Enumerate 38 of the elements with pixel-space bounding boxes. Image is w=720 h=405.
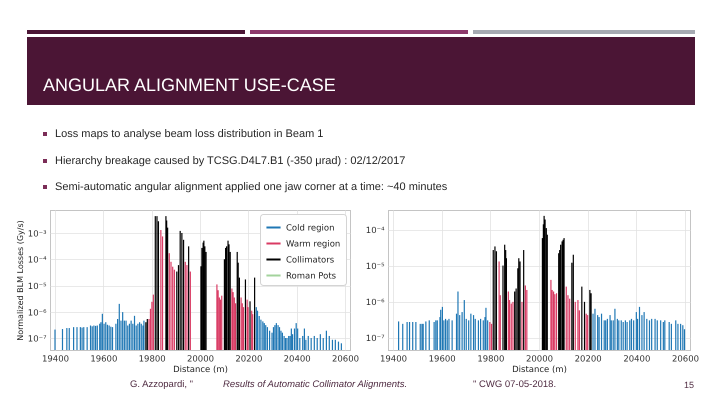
y-tick-label: 10⁻⁶	[366, 298, 386, 308]
x-axis-title: Distance (m)	[512, 365, 567, 375]
x-tick-label: 19400	[42, 354, 70, 364]
y-tick-label: 10⁻⁶	[28, 308, 48, 318]
legend-label: Collimators	[286, 256, 335, 266]
y-tick-label: 10⁻⁷	[366, 334, 386, 344]
x-tick-label: 20000	[526, 354, 554, 364]
x-tick-label: 19600	[90, 354, 118, 364]
x-tick-label: 19600	[428, 354, 456, 364]
x-tick-label: 20200	[235, 354, 262, 364]
x-tick-label: 19800	[138, 354, 166, 364]
text: " CWG 07-05-2018.	[473, 379, 556, 391]
y-tick-label: 10⁻⁴	[28, 256, 48, 266]
text: Semi-automatic angular alignment applied one jaw corner at a time: ~40 minutes	[55, 180, 448, 194]
x-tick-label: 20600	[672, 354, 700, 364]
x-tick-label: 19800	[477, 354, 504, 364]
y-tick-label: 10⁻⁵	[28, 282, 46, 292]
x-tick-label: 19400	[380, 354, 408, 364]
y-tick-label: 10⁻⁷	[28, 334, 48, 345]
x-tick-label: 20000	[186, 354, 214, 364]
x-tick-label: 20400	[623, 354, 650, 364]
text: G. Azzopardi, "	[130, 379, 194, 391]
x-tick-label: 20200	[574, 354, 602, 364]
y-tick-label: 10⁻³	[28, 229, 46, 240]
legend-label: Cold region	[286, 224, 334, 234]
legend-label: Warm region	[286, 240, 340, 250]
legend-label: Roman Pots	[286, 272, 337, 282]
text: Results of Automatic Collimator Alignments.	[223, 379, 408, 391]
chart-title: ANGULAR ALIGNMENT USE-CASE	[43, 75, 336, 95]
y-tick-label: 10⁻⁴	[366, 226, 386, 236]
text: 15	[684, 379, 694, 391]
text: Loss maps to analyse beam loss distribution in Beam 1	[55, 127, 324, 141]
y-axis-title: Normalized BLM Losses (Gy/s)	[16, 220, 25, 341]
text: Hierarchy breakage caused by TCSG.D4L7.B1 (-350 μrad) : 02/12/2017	[55, 154, 406, 168]
x-tick-label: 20600	[332, 354, 360, 364]
x-tick-label: 20400	[284, 354, 311, 364]
y-tick-label: 10⁻⁵	[366, 262, 384, 272]
x-axis-title: Distance (m)	[173, 365, 228, 375]
